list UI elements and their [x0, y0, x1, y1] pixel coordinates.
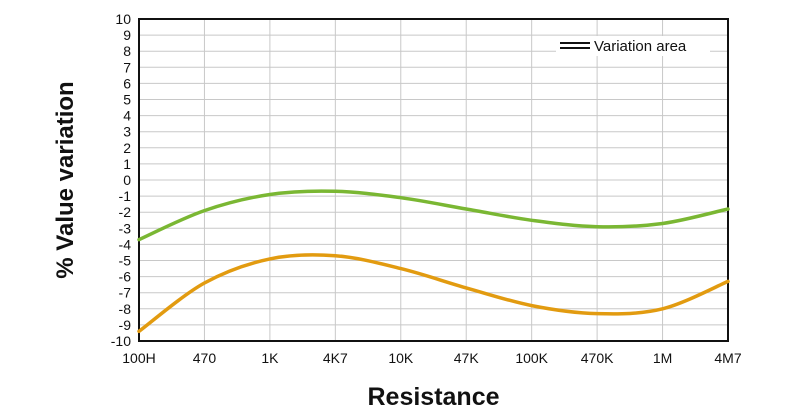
y-tick-label: -5	[119, 253, 132, 269]
series-line-1	[137, 189, 730, 242]
x-tick-label: 4K7	[323, 350, 348, 366]
y-tick-label: -7	[119, 285, 132, 301]
y-tick-label: -1	[119, 188, 132, 204]
y-tick-label: 0	[123, 172, 131, 188]
x-tick-label: 10K	[388, 350, 414, 366]
y-tick-label: -2	[119, 204, 132, 220]
series-line-2	[137, 253, 730, 334]
y-tick-label: 9	[123, 27, 131, 43]
y-tick-label: 4	[123, 108, 131, 124]
grid-lines	[138, 18, 729, 342]
y-tick-label: -4	[119, 236, 132, 252]
y-tick-label: -8	[119, 301, 132, 317]
y-tick-label: 1	[123, 156, 131, 172]
y-tick-label: -6	[119, 269, 132, 285]
x-axis-title: Resistance	[367, 383, 499, 411]
legend: Variation area	[556, 36, 710, 56]
y-tick-label: 3	[123, 124, 131, 140]
y-tick-label: 7	[123, 59, 131, 75]
series-layer	[137, 189, 730, 334]
x-tick-label: 1M	[653, 350, 672, 366]
y-tick-label: 2	[123, 140, 131, 156]
y-tick-label: 8	[123, 43, 131, 59]
y-tick-label: 5	[123, 92, 131, 108]
y-tick-label: -10	[111, 333, 131, 349]
x-tick-label: 1K	[261, 350, 279, 366]
x-tick-label: 100K	[515, 350, 548, 366]
y-tick-label: -9	[119, 317, 132, 333]
x-tick-label: 470K	[581, 350, 614, 366]
y-tick-label: -3	[119, 220, 132, 236]
plot-frame	[138, 18, 729, 342]
y-tick-label: 10	[115, 11, 131, 27]
legend-background	[556, 36, 710, 56]
x-tick-labels: 100H 470 1K 4K7 10K 47K 100K 470K 1M 4M7	[122, 350, 742, 366]
x-tick-label: 470	[193, 350, 217, 366]
legend-entry-variation-area: Variation area	[594, 38, 687, 55]
y-tick-label: 6	[123, 75, 131, 91]
x-tick-label: 47K	[454, 350, 480, 366]
y-axis-title: % Value variation	[52, 81, 79, 278]
x-tick-label: 100H	[122, 350, 155, 366]
x-tick-label: 4M7	[714, 350, 741, 366]
